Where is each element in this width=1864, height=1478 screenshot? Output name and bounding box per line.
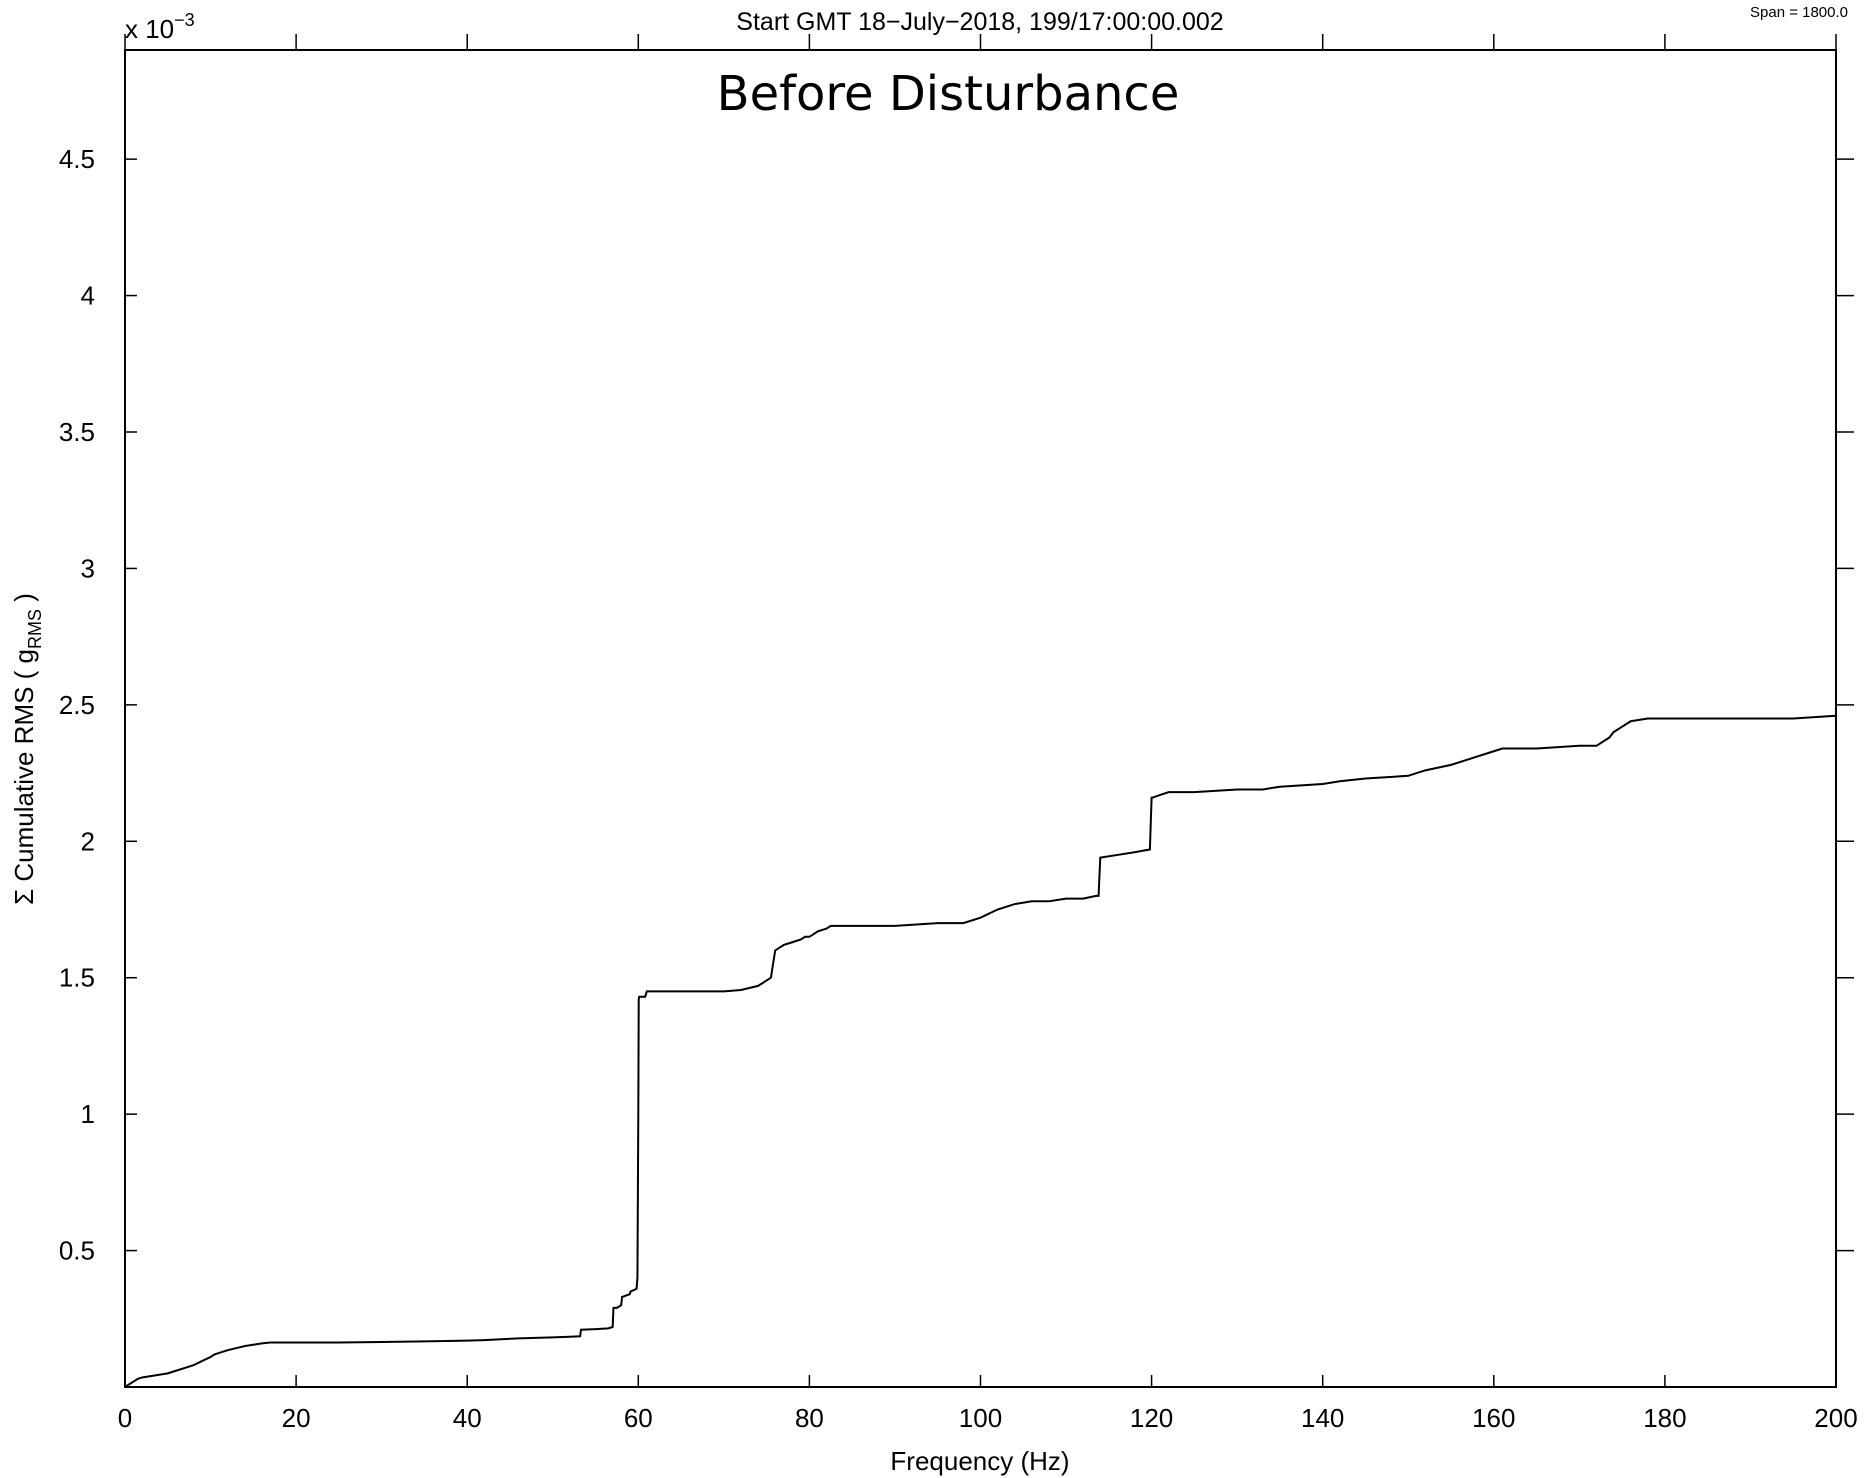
y-axis-label: Σ Cumulative RMS ( gRMS ) — [9, 593, 45, 905]
y-tick-label: 3 — [81, 553, 95, 583]
x-axis-label: Frequency (Hz) — [890, 1446, 1069, 1476]
x-tick-label: 80 — [795, 1403, 824, 1433]
y-tick-label: 0.5 — [59, 1236, 95, 1266]
series-line — [124, 714, 1837, 1388]
y-exponent-label: x 10−3 — [125, 10, 195, 44]
plot-frame — [124, 49, 1837, 1388]
x-axis: 0 20 40 60 80 100 120 140 160 180 200 — [118, 34, 1858, 1433]
x-tick-label: 20 — [282, 1403, 311, 1433]
x-tick-label: 140 — [1301, 1403, 1344, 1433]
x-tick-label: 100 — [959, 1403, 1002, 1433]
chart-title: Before Disturbance — [717, 66, 1180, 122]
span-label: Span = 1800.0 — [1750, 4, 1848, 21]
x-tick-label: 40 — [453, 1403, 482, 1433]
y-tick-label: 4 — [81, 281, 95, 311]
y-tick-label: 2 — [81, 826, 95, 856]
x-tick-label: 0 — [118, 1403, 132, 1433]
y-tick-label: 4.5 — [59, 144, 95, 174]
x-tick-label: 60 — [624, 1403, 653, 1433]
y-tick-label: 1 — [81, 1099, 95, 1129]
start-time-label: Start GMT 18−July−2018, 199/17:00:00.002 — [736, 8, 1223, 36]
y-tick-label: 2.5 — [59, 690, 95, 720]
y-tick-label: 3.5 — [59, 417, 95, 447]
x-tick-label: 180 — [1643, 1403, 1686, 1433]
y-axis: 0.5 1 1.5 2 2.5 3 3.5 4 4.5 — [59, 144, 1854, 1266]
x-tick-label: 160 — [1472, 1403, 1515, 1433]
y-tick-label: 1.5 — [59, 963, 95, 993]
x-tick-label: 200 — [1814, 1403, 1857, 1433]
x-tick-label: 120 — [1130, 1403, 1173, 1433]
